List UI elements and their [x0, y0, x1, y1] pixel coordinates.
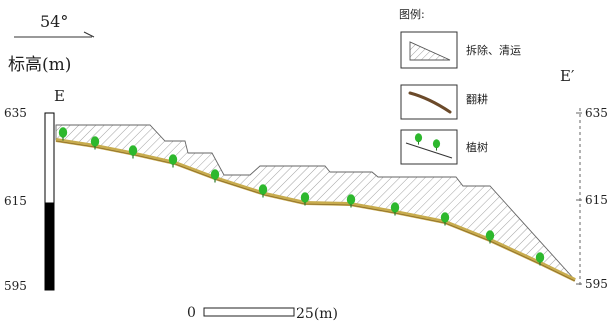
point-e-prime-label: E′: [560, 67, 575, 85]
hatched-triangle-icon: [409, 41, 451, 61]
tick-right-635: 635: [585, 106, 608, 120]
legend-box: [400, 84, 458, 120]
azimuth-label: 54°: [40, 12, 68, 31]
tick-left-615: 615: [4, 194, 27, 208]
scale-end-label: 25(m): [296, 306, 338, 322]
elevation-bar: [44, 112, 55, 291]
tick-right-595: 595: [585, 277, 608, 291]
legend-label-plowing: 翻耕: [466, 92, 488, 106]
legend-label-planting: 植树: [466, 140, 488, 154]
plow-line-icon: [408, 91, 452, 114]
tree-icon: [168, 154, 178, 168]
legend-item-demolition: 拆除、清运: [400, 31, 521, 69]
tick-left-635: 635: [4, 106, 27, 120]
legend-box: [400, 31, 458, 69]
legend-item-plowing: 翻耕: [400, 84, 488, 120]
tick-left-595: 595: [4, 279, 27, 293]
legend: 图例: 拆除、清运 翻耕 植树: [399, 7, 521, 165]
tree-icon: [128, 145, 138, 159]
legend-title: 图例:: [399, 7, 425, 21]
point-e-label: E: [54, 87, 65, 105]
legend-box: [400, 129, 458, 165]
scale-bar: 0 25(m): [187, 305, 338, 322]
tick-right-615: 615: [585, 193, 608, 207]
tree-slope-icon: [405, 133, 453, 159]
scale-bar-rect: [203, 307, 295, 317]
scale-start-label: 0: [187, 305, 196, 321]
direction-arrow-icon: [14, 31, 95, 38]
legend-item-planting: 植树: [400, 129, 488, 165]
legend-label-demolition: 拆除、清运: [466, 43, 521, 57]
right-elevation-axis: [576, 108, 582, 288]
elevation-axis-label: 标高(m): [8, 55, 71, 75]
